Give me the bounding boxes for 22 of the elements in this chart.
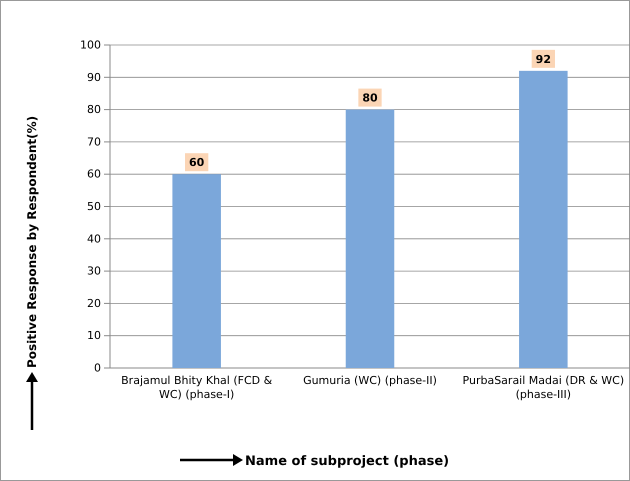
x-tick-label: PurbaSarail Madai (DR & WC) (phase-III) <box>462 374 624 401</box>
y-tick-label: 10 <box>87 329 101 342</box>
y-tick-label: 80 <box>87 103 101 116</box>
x-axis-title: Name of subproject (phase) <box>245 454 450 469</box>
y-tick-label: 30 <box>87 264 101 278</box>
y-tick-label: 0 <box>94 362 101 375</box>
data-label: 92 <box>536 52 551 66</box>
y-tick-label: 40 <box>87 232 101 246</box>
data-label: 60 <box>189 156 205 170</box>
bar <box>346 110 394 368</box>
bar <box>172 174 221 368</box>
x-tick-label: Gumuria (WC) (phase-II) <box>303 374 437 388</box>
y-tick-label: 50 <box>87 200 101 214</box>
y-tick-label: 100 <box>80 38 101 52</box>
y-tick-label: 70 <box>87 135 101 148</box>
y-axis-title: Positive Response by Respondent(%) <box>25 116 39 368</box>
bar <box>519 70 568 368</box>
y-tick-label: 60 <box>87 168 101 181</box>
y-tick-label: 90 <box>87 70 101 84</box>
y-tick-label: 20 <box>87 296 101 310</box>
x-tick-label: Brajamul Bhity Khal (FCD & WC) (phase-I) <box>121 374 273 401</box>
data-label: 80 <box>362 92 378 105</box>
